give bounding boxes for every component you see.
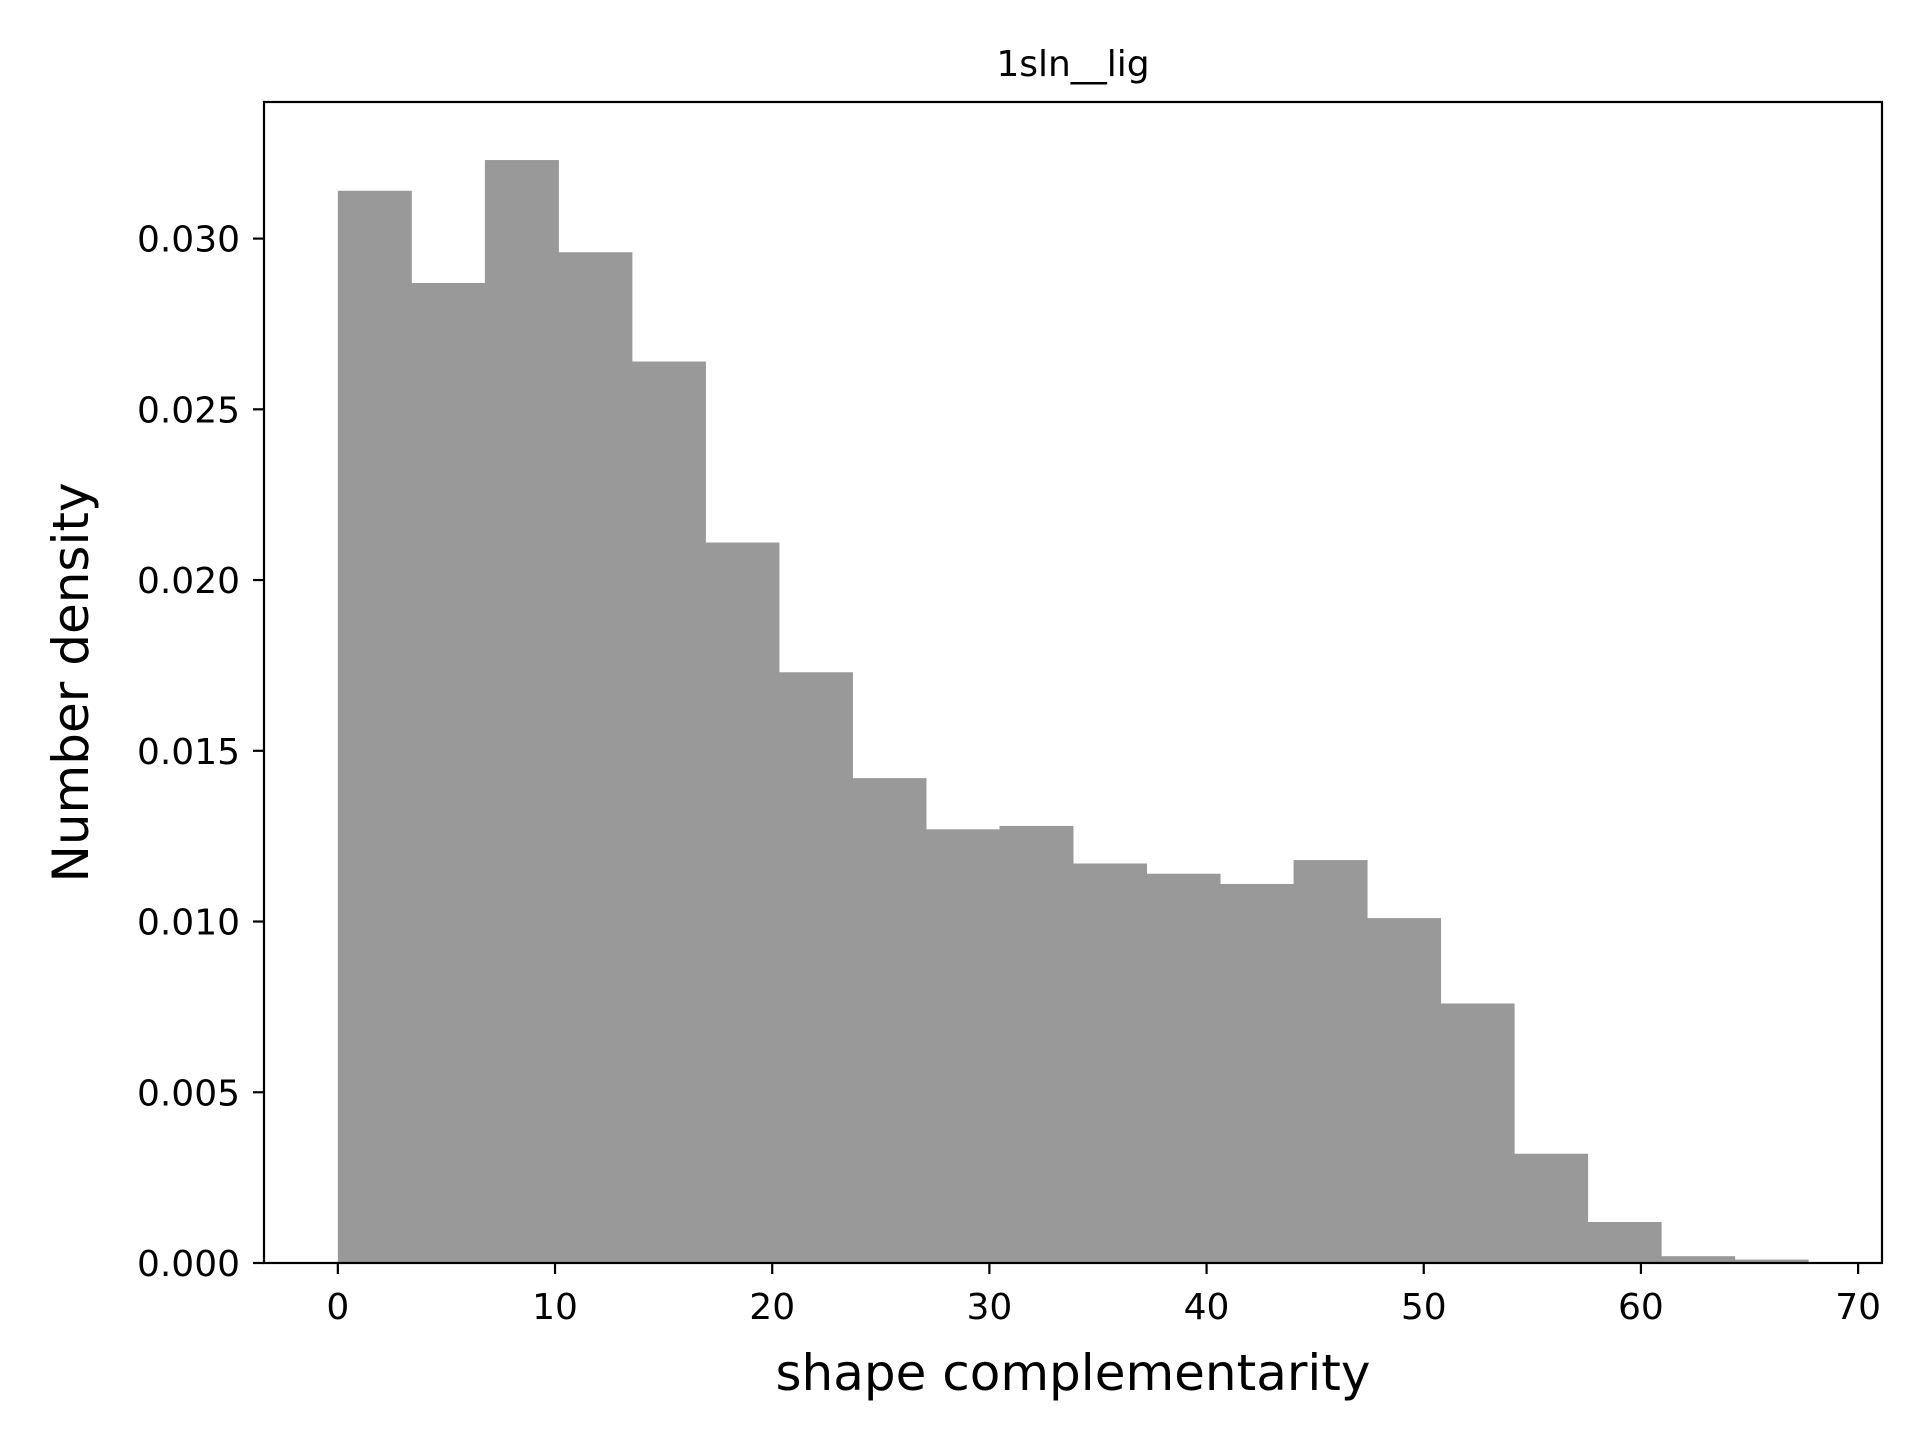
x-tick-label: 60 [1618,1287,1664,1328]
histogram-bar [1146,873,1221,1263]
y-tick-label: 0.025 [137,390,240,431]
x-tick-label: 30 [966,1287,1012,1328]
histogram-bar [925,829,1000,1263]
x-axis-label: shape complementarity [776,1344,1371,1402]
y-tick-label: 0.010 [137,903,240,944]
x-tick-label: 20 [749,1287,795,1328]
y-tick-label: 0.020 [137,561,240,602]
histogram-bar [411,282,486,1264]
histogram-bar [778,672,853,1263]
histogram-bar [337,190,412,1263]
plot-frame [262,100,1884,1265]
histogram-bar [631,361,706,1263]
y-tick-label: 0.000 [137,1244,240,1285]
chart-title: 1sln__lig [996,44,1149,85]
histogram-bar [1734,1259,1809,1263]
histogram-bar [1514,1153,1589,1263]
x-tick-label: 50 [1401,1287,1447,1328]
bars-layer [337,160,1809,1264]
histogram-bar [1367,918,1442,1263]
x-tick-label: 10 [532,1287,578,1328]
histogram-bar [558,252,633,1263]
histogram-bar [999,825,1074,1263]
x-tick-label: 70 [1835,1287,1881,1328]
y-tick-label: 0.005 [137,1073,240,1114]
y-tick-label: 0.030 [137,220,240,261]
y-axis-ticks: 0.000 0.005 0.010 0.015 0.020 0.025 0.030 [137,220,264,1285]
histogram-bar [852,778,927,1263]
y-axis-label: Number density [42,482,100,882]
y-tick-label: 0.015 [137,732,240,773]
histogram-bar [1220,883,1295,1263]
histogram-bar [484,160,559,1263]
histogram-bar [1440,1003,1515,1263]
histogram-bar [1073,863,1148,1263]
histogram-bar [1293,860,1368,1263]
histogram-bar [705,542,780,1263]
histogram-bar [1661,1256,1736,1263]
x-tick-label: 0 [326,1287,349,1328]
x-axis-ticks: 0 10 20 30 40 50 60 70 [326,1263,1881,1328]
x-tick-label: 40 [1184,1287,1230,1328]
histogram-bar [1587,1222,1662,1263]
